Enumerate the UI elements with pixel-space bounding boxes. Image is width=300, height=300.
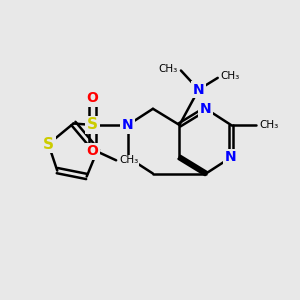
Text: CH₃: CH₃ (221, 71, 240, 81)
Text: O: O (87, 92, 98, 106)
Text: CH₃: CH₃ (159, 64, 178, 74)
Text: CH₃: CH₃ (259, 120, 278, 130)
Text: S: S (87, 118, 98, 133)
Text: N: N (122, 118, 134, 132)
Text: N: N (200, 102, 212, 116)
Text: N: N (225, 150, 237, 164)
Text: O: O (87, 145, 98, 158)
Text: N: N (193, 82, 204, 97)
Text: CH₃: CH₃ (119, 155, 138, 165)
Text: S: S (43, 136, 54, 152)
